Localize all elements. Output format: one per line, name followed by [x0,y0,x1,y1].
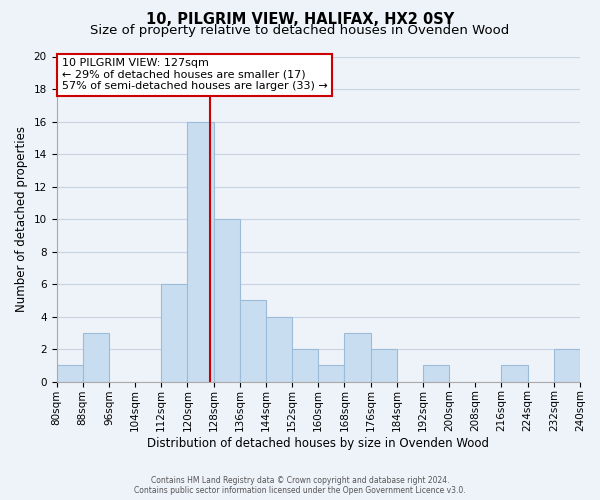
Bar [240,300,266,382]
Bar [214,219,240,382]
Text: 10, PILGRIM VIEW, HALIFAX, HX2 0SY: 10, PILGRIM VIEW, HALIFAX, HX2 0SY [146,12,454,28]
Text: 10 PILGRIM VIEW: 127sqm
← 29% of detached houses are smaller (17)
57% of semi-de: 10 PILGRIM VIEW: 127sqm ← 29% of detache… [62,58,328,92]
Bar [161,284,187,382]
Bar [83,333,109,382]
Bar [266,316,292,382]
Bar [371,349,397,382]
Text: Size of property relative to detached houses in Ovenden Wood: Size of property relative to detached ho… [91,24,509,37]
Bar [502,366,527,382]
X-axis label: Distribution of detached houses by size in Ovenden Wood: Distribution of detached houses by size … [147,437,489,450]
Bar [56,366,83,382]
Bar [318,366,344,382]
Bar [187,122,214,382]
Text: Contains HM Land Registry data © Crown copyright and database right 2024.
Contai: Contains HM Land Registry data © Crown c… [134,476,466,495]
Y-axis label: Number of detached properties: Number of detached properties [15,126,28,312]
Bar [580,349,600,382]
Bar [292,349,318,382]
Bar [344,333,371,382]
Bar [423,366,449,382]
Bar [554,349,580,382]
